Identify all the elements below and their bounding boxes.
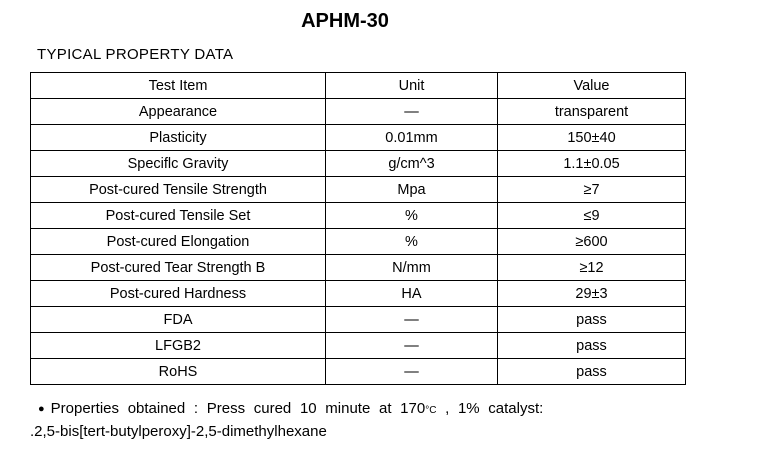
cell-unit: — <box>325 358 498 385</box>
cell-unit: — <box>325 306 498 333</box>
cell-test-item: Post-cured Tensile Strength <box>30 176 326 203</box>
cell-unit: % <box>325 228 498 255</box>
footnote-line1: ● Properties obtained : Press cured 10 mi… <box>30 398 550 421</box>
cell-test-item: Post-cured Elongation <box>30 228 326 255</box>
cell-value: 150±40 <box>497 124 686 151</box>
property-table: Test Item Unit Value Appearance — transp… <box>30 72 686 385</box>
column-header-unit: Unit <box>325 72 498 99</box>
cell-value: ≥12 <box>497 254 686 281</box>
column-header-value: Value <box>497 72 686 99</box>
cell-test-item: LFGB2 <box>30 332 326 359</box>
cell-unit: HA <box>325 280 498 307</box>
cell-test-item: Appearance <box>30 98 326 125</box>
cell-unit: g/cm^3 <box>325 150 498 177</box>
cell-value: pass <box>497 358 686 385</box>
cell-test-item: Plasticity <box>30 124 326 151</box>
table-header-row: Test Item Unit Value <box>30 72 686 99</box>
cell-value: ≤9 <box>497 202 686 229</box>
table-row: Post-cured Tear Strength B N/mm ≥12 <box>30 254 686 281</box>
table-row: Post-cured Tensile Strength Mpa ≥7 <box>30 176 686 203</box>
cell-test-item: Post-cured Hardness <box>30 280 326 307</box>
cell-test-item: FDA <box>30 306 326 333</box>
table-row: Appearance — transparent <box>30 98 686 125</box>
table-row: Post-cured Hardness HA 29±3 <box>30 280 686 307</box>
table-row: Speciflc Gravity g/cm^3 1.1±0.05 <box>30 150 686 177</box>
cell-unit: N/mm <box>325 254 498 281</box>
cell-value: ≥600 <box>497 228 686 255</box>
cell-value: 1.1±0.05 <box>497 150 686 177</box>
cell-unit: — <box>325 332 498 359</box>
section-heading: TYPICAL PROPERTY DATA <box>37 46 234 63</box>
table-row: FDA — pass <box>30 306 686 333</box>
footnote-line1-text: Properties obtained : Press cured 10 min… <box>50 400 426 417</box>
column-header-test-item: Test Item <box>30 72 326 99</box>
table-row: Post-cured Elongation % ≥600 <box>30 228 686 255</box>
table-row: RoHS — pass <box>30 358 686 385</box>
bullet-icon: ● <box>38 403 45 415</box>
cell-unit: 0.01mm <box>325 124 498 151</box>
table-row: Plasticity 0.01mm 150±40 <box>30 124 686 151</box>
footnote-line2: .2,5-bis[tert-butylperoxy]-2,5-dimethylh… <box>30 423 327 440</box>
page-title: APHM-30 <box>301 10 389 32</box>
footnote-line1-suffix: , 1% catalyst: <box>436 400 544 417</box>
cell-test-item: RoHS <box>30 358 326 385</box>
cell-test-item: Post-cured Tensile Set <box>30 202 326 229</box>
cell-unit: % <box>325 202 498 229</box>
cell-value: transparent <box>497 98 686 125</box>
cell-test-item: Speciflc Gravity <box>30 150 326 177</box>
cell-unit: Mpa <box>325 176 498 203</box>
table-row: Post-cured Tensile Set % ≤9 <box>30 202 686 229</box>
cell-value: 29±3 <box>497 280 686 307</box>
cell-value: pass <box>497 332 686 359</box>
cell-value: ≥7 <box>497 176 686 203</box>
degree-celsius-symbol: °C <box>425 405 437 416</box>
footnote: ● Properties obtained : Press cured 10 mi… <box>30 398 550 442</box>
table-row: LFGB2 — pass <box>30 332 686 359</box>
cell-test-item: Post-cured Tear Strength B <box>30 254 326 281</box>
cell-unit: — <box>325 98 498 125</box>
cell-value: pass <box>497 306 686 333</box>
